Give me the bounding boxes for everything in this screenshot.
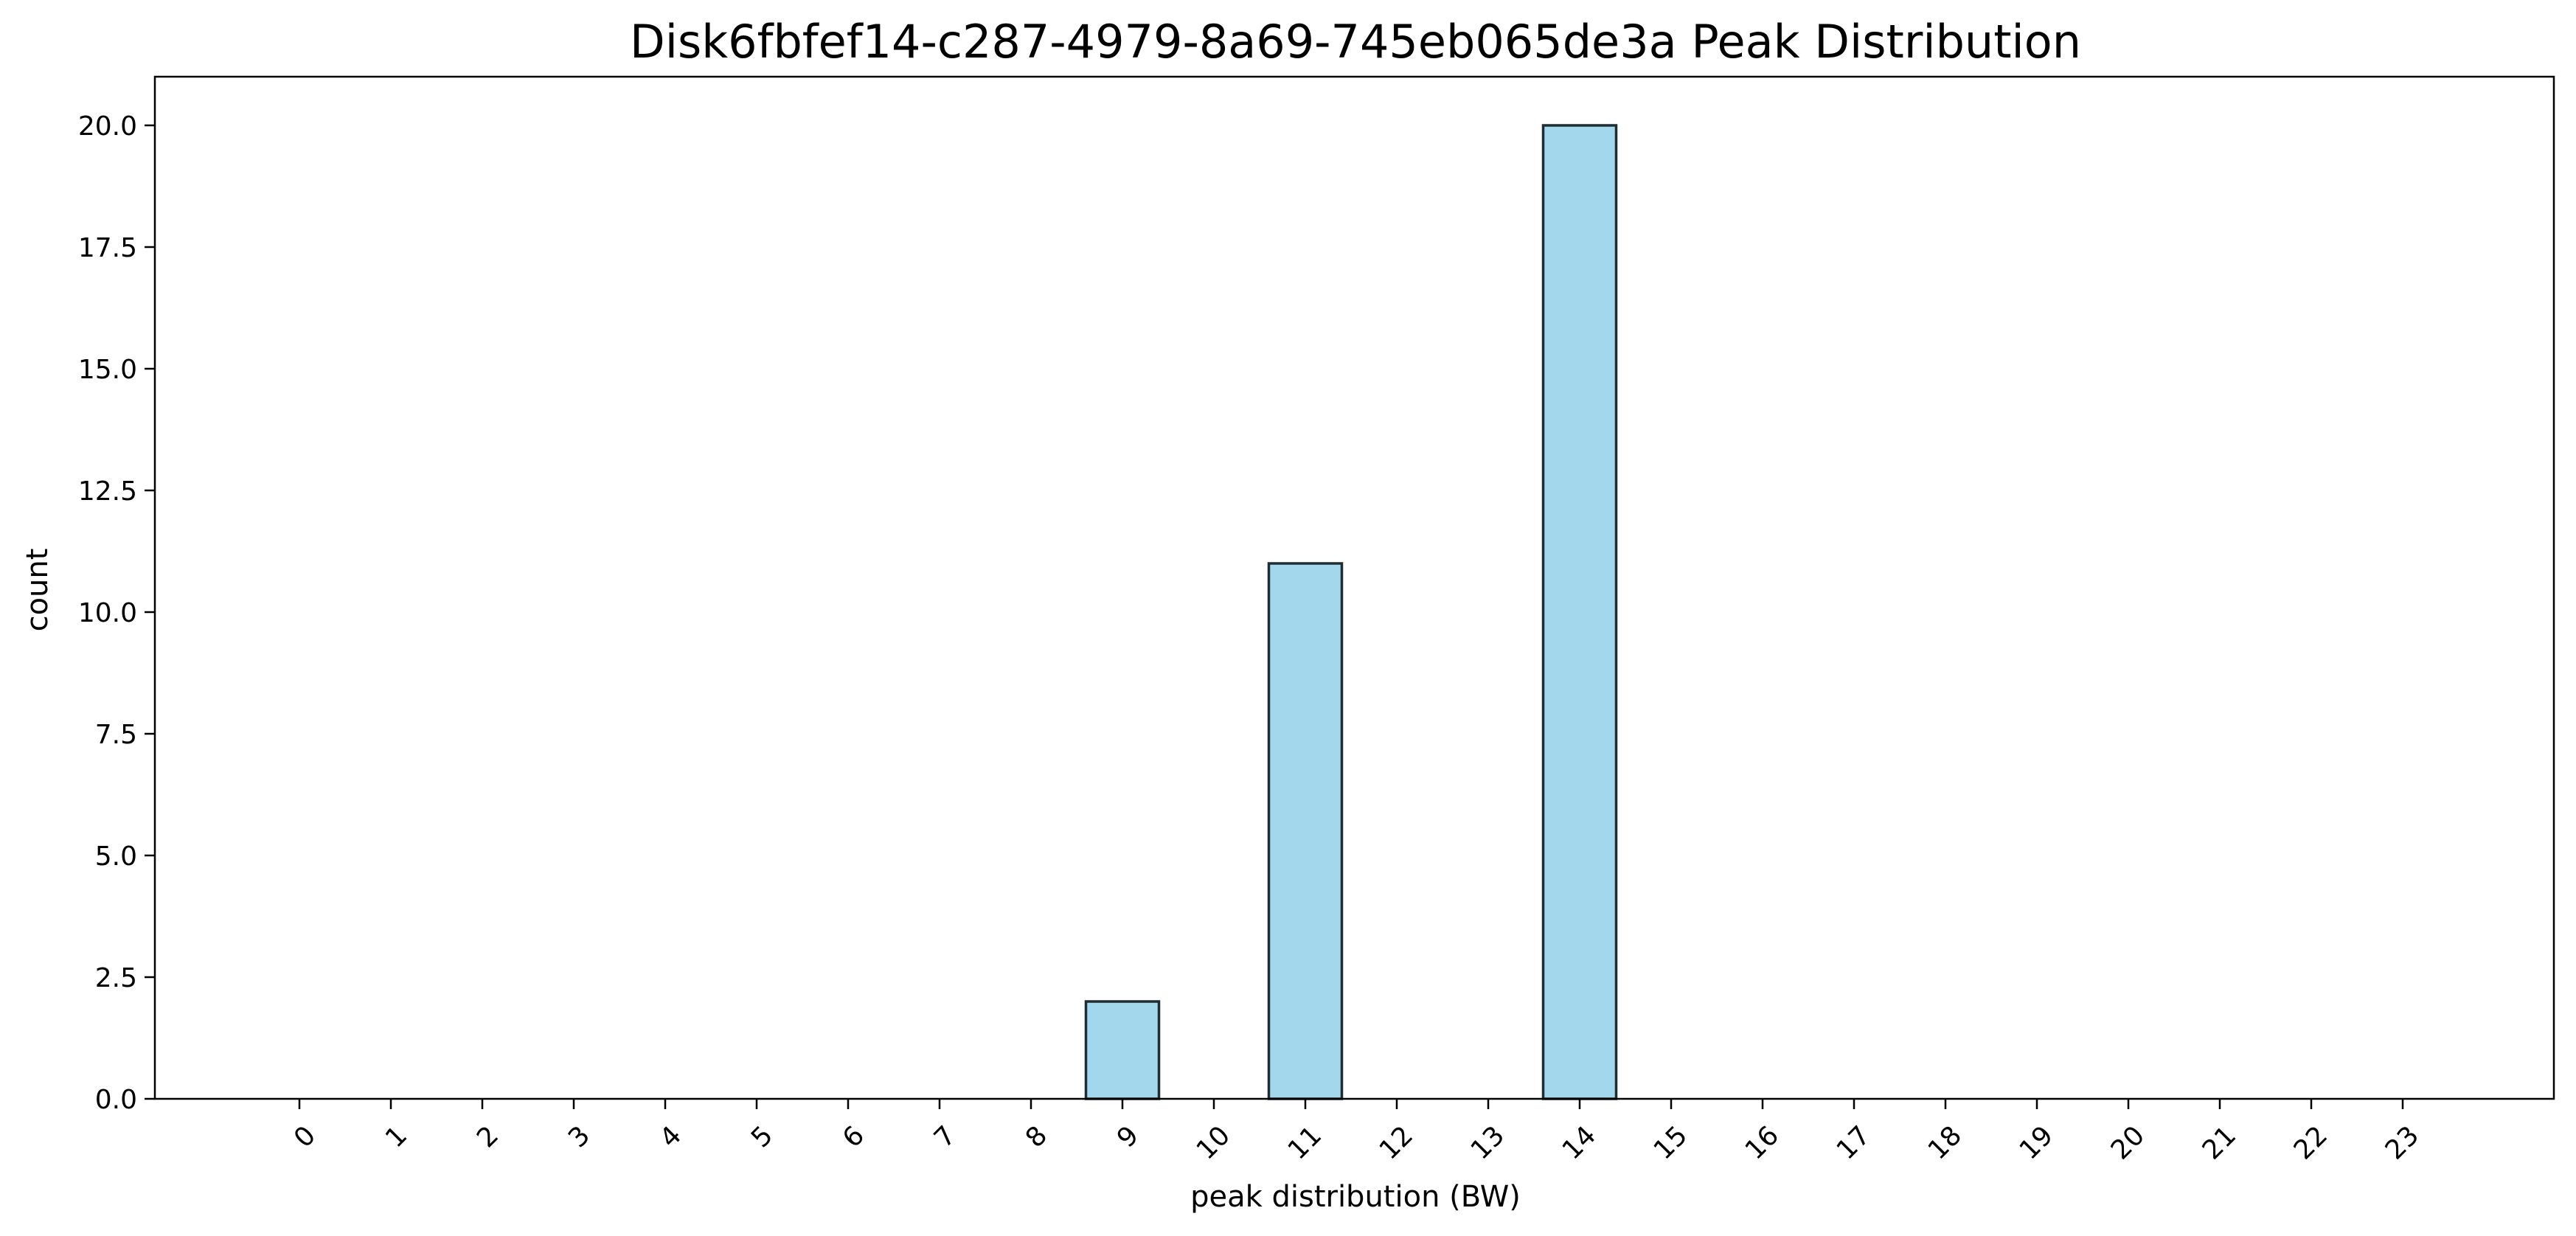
x-tick-label: 18 <box>1923 1120 1968 1165</box>
x-tick-label: 14 <box>1557 1120 1602 1165</box>
y-tick-label: 0.0 <box>95 1085 137 1115</box>
x-tick-label: 4 <box>654 1120 687 1153</box>
y-tick-label: 15.0 <box>78 355 137 385</box>
x-tick-label: 8 <box>1020 1120 1053 1153</box>
x-tick-label: 15 <box>1648 1120 1693 1165</box>
x-tick-label: 0 <box>288 1120 322 1153</box>
y-tick-label: 17.5 <box>78 233 137 263</box>
chart-title: Disk6fbfef14-c287-4979-8a69-745eb065de3a… <box>630 15 2081 69</box>
y-axis-label: count <box>21 549 55 632</box>
x-tick-label: 13 <box>1465 1120 1510 1165</box>
y-tick-label: 2.5 <box>95 963 137 993</box>
x-tick-label: 9 <box>1111 1120 1145 1153</box>
x-tick-label: 21 <box>2197 1120 2242 1165</box>
plot-area: 0.02.55.07.510.012.515.017.520.00 1 2 3 4 5 6 7… <box>78 75 2555 1166</box>
x-tick-label: 11 <box>1282 1120 1327 1165</box>
y-tick-label: 10.0 <box>78 598 137 628</box>
x-tick-label: 2 <box>471 1120 504 1153</box>
y-tick-label: 12.5 <box>78 476 137 507</box>
x-tick-label: 7 <box>928 1120 962 1153</box>
y-tick-label: 20.0 <box>78 111 137 142</box>
x-tick-label: 23 <box>2380 1120 2425 1165</box>
x-tick-label: 1 <box>380 1120 413 1153</box>
x-tick-label: 3 <box>563 1120 596 1153</box>
x-tick-label: 10 <box>1191 1120 1236 1165</box>
bar-14 <box>1541 124 1618 1100</box>
x-tick-label: 20 <box>2105 1120 2150 1165</box>
y-tick-label: 7.5 <box>95 720 137 750</box>
x-tick-label: 17 <box>1831 1120 1876 1165</box>
x-tick-label: 16 <box>1740 1120 1785 1165</box>
bar-11 <box>1267 562 1344 1100</box>
x-tick-label: 6 <box>837 1120 870 1153</box>
plot-frame <box>153 75 2555 1100</box>
bar-9 <box>1084 1000 1161 1100</box>
x-tick-label: 5 <box>746 1120 779 1153</box>
x-tick-label: 19 <box>2014 1120 2059 1165</box>
x-tick-label: 22 <box>2288 1120 2333 1165</box>
y-tick-label: 5.0 <box>95 841 137 872</box>
x-axis-label: peak distribution (BW) <box>1190 1180 1521 1214</box>
x-tick-label: 12 <box>1374 1120 1419 1165</box>
